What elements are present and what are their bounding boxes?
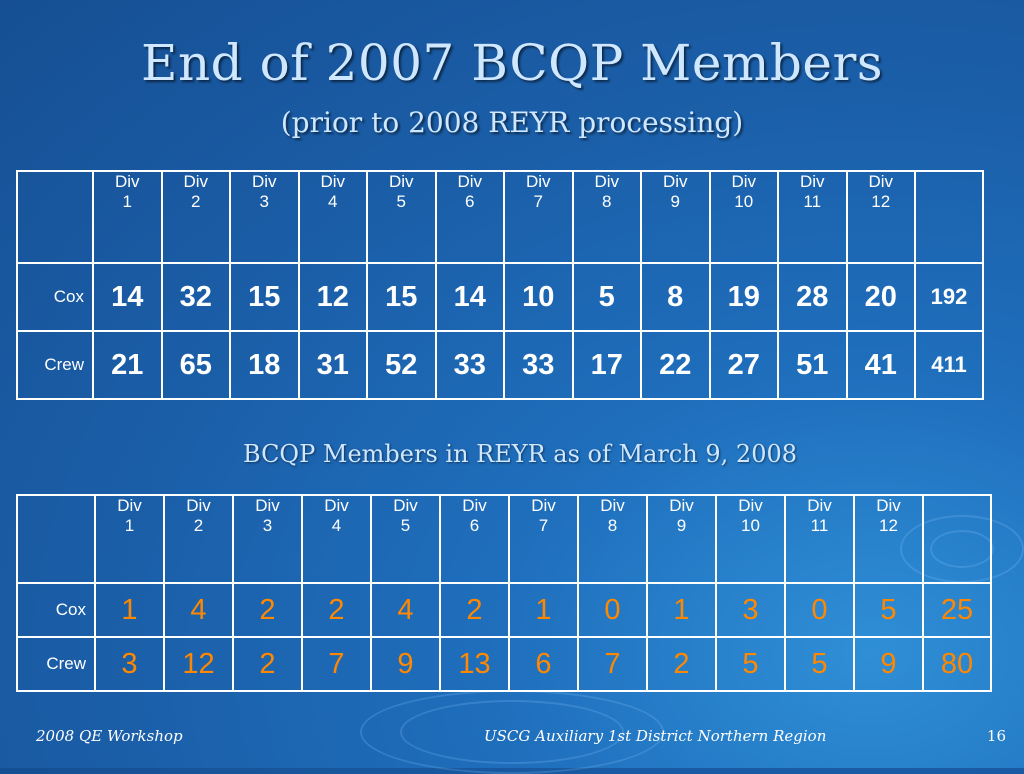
table-cell: 28 [777, 262, 848, 332]
table-cell: 27 [708, 330, 779, 400]
column-header-div-11: Div 11 [784, 494, 855, 584]
footer-center-text: USCG Auxiliary 1st District Northern Reg… [484, 727, 827, 745]
table-row-crew: Crew 21 65 18 31 52 33 33 17 22 27 51 41… [16, 330, 984, 400]
table-cell: 51 [777, 330, 848, 400]
column-header-div-4: Div 4 [297, 170, 368, 264]
column-header-div-11: Div 11 [777, 170, 848, 264]
table-cell: 0 [577, 582, 648, 638]
table-cell: 17 [571, 330, 642, 400]
table-cell: 33 [503, 330, 574, 400]
slide-subtitle: (prior to 2008 REYR processing) [280, 106, 744, 139]
total-cell-crew: 80 [922, 636, 992, 692]
table-cell: 2 [439, 582, 510, 638]
table-cell: 5 [853, 582, 924, 638]
table-cell: 32 [160, 262, 231, 332]
table-header-row: Div 1 Div 2 Div 3 Div 4 Div 5 Div 6 Div 7 Div 8 … [16, 170, 984, 264]
table-cell: 14 [434, 262, 505, 332]
total-cell-cox: 192 [914, 262, 984, 332]
column-header-div-4: Div 4 [301, 494, 372, 584]
row-label-crew: Crew [16, 330, 94, 400]
column-header-div-7: Div 7 [503, 170, 574, 264]
column-header-div-5: Div 5 [370, 494, 441, 584]
table-cell: 3 [715, 582, 786, 638]
table-cell: 1 [508, 582, 579, 638]
corner-cell [16, 494, 96, 584]
table-cell: 52 [366, 330, 437, 400]
column-header-div-9: Div 9 [646, 494, 717, 584]
section-caption: BCQP Members in REYR as of March 9, 2008 [242, 440, 797, 468]
table-header-row: Div 1 Div 2 Div 3 Div 4 Div 5 Div 6 Div 7 Div 8 … [16, 494, 992, 584]
table-cell: 0 [784, 582, 855, 638]
table-cell: 21 [92, 330, 163, 400]
table-cell: 2 [232, 582, 303, 638]
column-header-div-10: Div 10 [715, 494, 786, 584]
table-cell: 13 [439, 636, 510, 692]
total-cell-cox: 25 [922, 582, 992, 638]
column-header-div-3: Div 3 [232, 494, 303, 584]
column-header-div-12: Div 12 [853, 494, 924, 584]
table-row-cox: Cox 14 32 15 12 15 14 10 5 8 19 28 20 19… [16, 262, 984, 332]
table-row-crew: Crew 3 12 2 7 9 13 6 7 2 5 5 9 80 [16, 636, 992, 692]
column-header-div-6: Div 6 [439, 494, 510, 584]
table-cell: 3 [94, 636, 165, 692]
row-label-cox: Cox [16, 582, 96, 638]
column-header-div-6: Div 6 [434, 170, 505, 264]
table-cell: 14 [92, 262, 163, 332]
column-header-div-1: Div 1 [94, 494, 165, 584]
column-header-div-1: Div 1 [92, 170, 163, 264]
table-cell: 33 [434, 330, 505, 400]
row-label-crew: Crew [16, 636, 96, 692]
table-cell: 8 [640, 262, 711, 332]
table-cell: 7 [577, 636, 648, 692]
column-header-div-9: Div 9 [640, 170, 711, 264]
column-header-div-2: Div 2 [160, 170, 231, 264]
table-cell: 9 [853, 636, 924, 692]
table-cell: 2 [301, 582, 372, 638]
column-header-div-8: Div 8 [571, 170, 642, 264]
table-cell: 15 [229, 262, 300, 332]
column-header-div-5: Div 5 [366, 170, 437, 264]
column-header-div-8: Div 8 [577, 494, 648, 584]
table-cell: 41 [845, 330, 916, 400]
page-number: 16 [986, 727, 1006, 745]
table-cell: 2 [646, 636, 717, 692]
column-header-div-2: Div 2 [163, 494, 234, 584]
table-cell: 12 [297, 262, 368, 332]
table-cell: 22 [640, 330, 711, 400]
table-cell: 18 [229, 330, 300, 400]
slide-title: End of 2007 BCQP Members [140, 34, 884, 92]
reyr-members-table: Div 1 Div 2 Div 3 Div 4 Div 5 Div 6 Div 7 Div 8 … [16, 494, 992, 692]
corner-cell [16, 170, 94, 264]
table-cell: 20 [845, 262, 916, 332]
table-cell: 1 [94, 582, 165, 638]
table-cell: 65 [160, 330, 231, 400]
table-cell: 7 [301, 636, 372, 692]
column-header-div-7: Div 7 [508, 494, 579, 584]
table-cell: 31 [297, 330, 368, 400]
row-label-cox: Cox [16, 262, 94, 332]
table-cell: 5 [715, 636, 786, 692]
end-2007-members-table: Div 1 Div 2 Div 3 Div 4 Div 5 Div 6 Div 7 Div 8 … [16, 170, 984, 400]
table-cell: 1 [646, 582, 717, 638]
column-header-div-12: Div 12 [845, 170, 916, 264]
table-cell: 2 [232, 636, 303, 692]
total-cell-crew: 411 [914, 330, 984, 400]
table-cell: 15 [366, 262, 437, 332]
column-header-total [922, 494, 992, 584]
table-cell: 19 [708, 262, 779, 332]
table-cell: 5 [784, 636, 855, 692]
table-cell: 10 [503, 262, 574, 332]
table-row-cox: Cox 1 4 2 2 4 2 1 0 1 3 0 5 25 [16, 582, 992, 638]
column-header-div-3: Div 3 [229, 170, 300, 264]
table-cell: 12 [163, 636, 234, 692]
column-header-div-10: Div 10 [708, 170, 779, 264]
table-cell: 5 [571, 262, 642, 332]
table-cell: 4 [163, 582, 234, 638]
table-cell: 9 [370, 636, 441, 692]
table-cell: 6 [508, 636, 579, 692]
footer-left-text: 2008 QE Workshop [36, 727, 183, 745]
column-header-total [914, 170, 984, 264]
table-cell: 4 [370, 582, 441, 638]
